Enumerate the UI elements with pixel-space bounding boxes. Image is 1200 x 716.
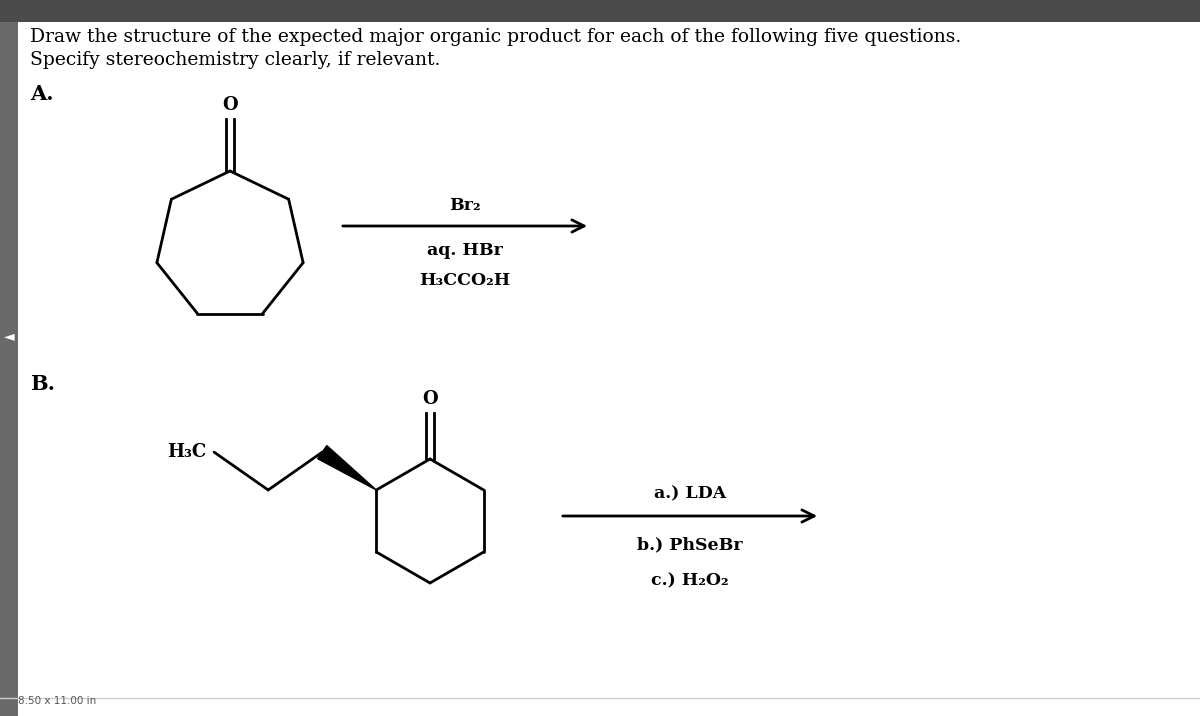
- Bar: [0, 22, 18, 716]
- Text: aq. HBr: aq. HBr: [427, 242, 503, 259]
- Text: Specify stereochemistry clearly, if relevant.: Specify stereochemistry clearly, if rele…: [30, 51, 440, 69]
- Text: H₃CCO₂H: H₃CCO₂H: [419, 272, 511, 289]
- Text: O: O: [222, 96, 238, 114]
- Polygon shape: [318, 445, 377, 490]
- Text: O: O: [422, 390, 438, 408]
- Text: Draw the structure of the expected major organic product for each of the followi: Draw the structure of the expected major…: [30, 28, 961, 46]
- Text: ◄: ◄: [4, 329, 14, 343]
- Text: B.: B.: [30, 374, 55, 394]
- Text: A.: A.: [30, 84, 54, 104]
- Text: b.) PhSeBr: b.) PhSeBr: [637, 536, 743, 553]
- Text: H₃C: H₃C: [167, 443, 206, 461]
- Text: Br₂: Br₂: [449, 197, 481, 214]
- Text: c.) H₂O₂: c.) H₂O₂: [652, 572, 728, 589]
- Text: 8.50 x 11.00 in: 8.50 x 11.00 in: [18, 696, 96, 706]
- Text: a.) LDA: a.) LDA: [654, 485, 726, 502]
- Bar: [0, 0, 1200, 22]
